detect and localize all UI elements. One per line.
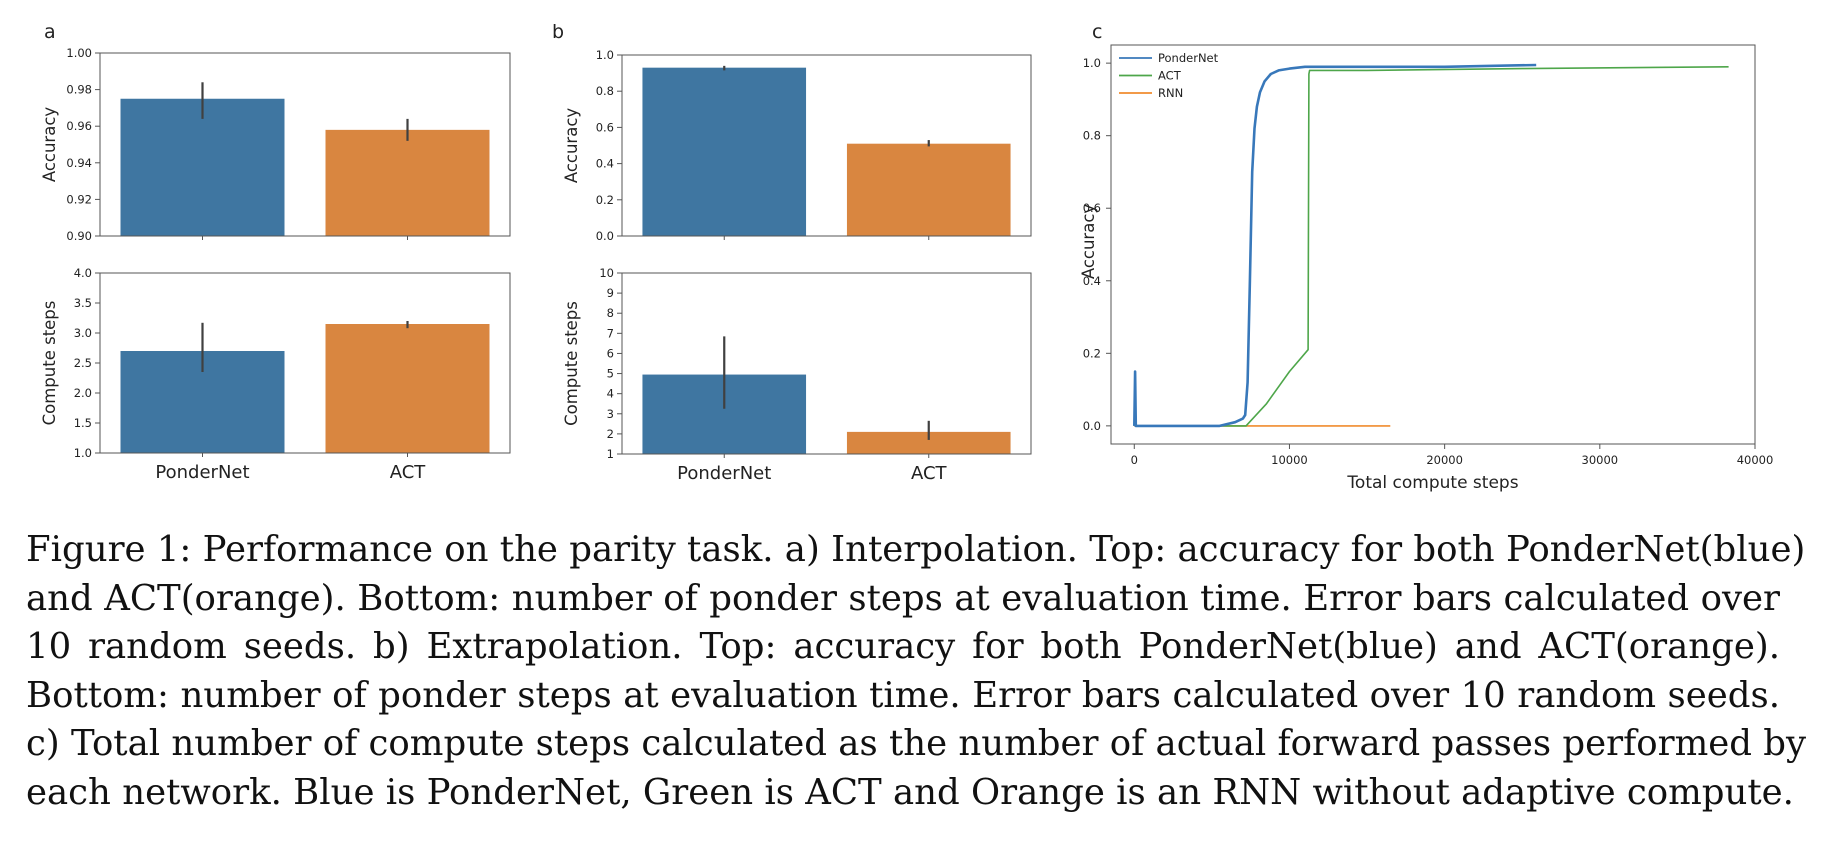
y-tick-label: 0.6	[596, 120, 614, 134]
bar-act	[846, 143, 1011, 236]
y-tick-label: 0.2	[1083, 346, 1101, 360]
x-tick-label: 30000	[1582, 453, 1619, 467]
series-line-pondernet	[1133, 63, 1537, 428]
caption-line: and ACT(orange). Bottom: number of ponde…	[26, 577, 1780, 619]
y-tick-label: 2.0	[74, 386, 92, 400]
x-tick-label: 0	[1131, 453, 1138, 467]
y-tick-label: 1.00	[66, 46, 92, 60]
y-tick-label: 4	[607, 387, 614, 401]
bar-act	[325, 129, 490, 236]
panel-label-a: a	[44, 21, 56, 43]
y-tick-label: 0.94	[66, 156, 92, 170]
panel-label-c: c	[1092, 21, 1102, 43]
x-axis-label: Total compute steps	[1346, 473, 1518, 493]
y-tick-label: 1.0	[1083, 56, 1101, 70]
caption-line: Bottom: number of ponder steps at evalua…	[26, 674, 1780, 716]
y-tick-label: 0.8	[596, 84, 614, 98]
y-tick-label: 7	[607, 326, 614, 340]
bar-pondernet	[642, 67, 807, 236]
x-tick-label: ACT	[911, 463, 948, 484]
x-tick-label: 20000	[1426, 453, 1463, 467]
y-tick-label: 1.5	[74, 416, 92, 430]
plot-frame	[621, 54, 1032, 237]
bar-pondernet	[120, 98, 285, 236]
y-axis-label: Accuracy	[562, 108, 581, 184]
y-tick-label: 1.0	[596, 48, 614, 62]
x-tick-label: 10000	[1271, 453, 1308, 467]
x-tick-label: ACT	[390, 462, 427, 483]
y-tick-label: 1	[607, 447, 614, 461]
bar-act	[325, 324, 490, 453]
y-tick-label: 1.0	[74, 446, 92, 460]
caption-line: each network. Blue is PonderNet, Green i…	[26, 771, 1794, 813]
y-tick-label: 0.0	[596, 229, 614, 243]
y-tick-label: 4.0	[74, 266, 92, 280]
y-tick-label: 6	[607, 346, 614, 360]
y-axis-label: Compute steps	[40, 301, 59, 426]
x-tick-label: PonderNet	[677, 463, 771, 484]
panel-b-top-accuracy-chart: 0.0 0.2 0.4 0.6 0.8 1.0 Accuracy	[562, 48, 1032, 243]
y-tick-label: 0.90	[66, 229, 92, 243]
plot-frame	[621, 272, 1032, 455]
y-axis-label: Compute steps	[562, 301, 581, 426]
y-tick-label: 3.5	[74, 296, 92, 310]
plot-frame	[99, 52, 511, 237]
y-tick-label: 9	[607, 286, 614, 300]
caption-line: Figure 1: Performance on the parity task…	[26, 529, 1806, 570]
y-tick-label: 0.4	[1083, 274, 1101, 288]
y-tick-label: 2.5	[74, 356, 92, 370]
y-tick-label: 2	[607, 427, 614, 441]
y-tick-label: 5	[607, 367, 614, 381]
legend-label-act: ACT	[1158, 69, 1182, 83]
y-tick-label: 0.96	[66, 119, 92, 133]
panel-label-b: b	[552, 21, 564, 43]
y-tick-label: 0.2	[596, 193, 614, 207]
plot-frame	[99, 272, 511, 454]
panel-a-top-accuracy-chart: 0.90 0.92 0.94 0.96 0.98 1.00 Accuracy	[40, 46, 511, 243]
y-tick-label: 0.8	[1083, 129, 1101, 143]
plot-frame	[1110, 44, 1756, 445]
y-tick-label: 0.4	[596, 157, 614, 171]
y-tick-label: 0.0	[1083, 419, 1101, 433]
legend-label-rnn: RNN	[1158, 86, 1183, 100]
caption-line: c) Total number of compute steps calcula…	[26, 723, 1807, 764]
caption-line: 10 random seeds. b) Extrapolation. Top: …	[26, 626, 1780, 667]
series-line-act	[1133, 66, 1729, 427]
panel-c-accuracy-vs-compute-chart: 0 10000 20000 30000 40000 0.0 0.2 0.4 0.6 0.8 1.0 P…	[1079, 44, 1774, 493]
x-tick-label: PonderNet	[155, 462, 249, 483]
figure-caption: Figure 1: Performance on the parity task…	[26, 526, 1807, 817]
legend-label-pondernet: PonderNet	[1158, 51, 1219, 65]
y-tick-label: 3	[607, 407, 614, 421]
y-tick-label: 10	[599, 266, 614, 280]
y-tick-label: 0.6	[1083, 201, 1101, 215]
bar-act	[846, 431, 1011, 454]
x-tick-label: 40000	[1737, 453, 1774, 467]
y-axis-label: Accuracy	[1079, 204, 1098, 280]
panel-b-bottom-compute-steps-chart: 1 2 3 4 5 6 7 8 9 10 PonderNet ACT Compute steps	[562, 266, 1032, 484]
y-tick-label: 0.98	[66, 83, 92, 97]
y-tick-label: 8	[607, 306, 614, 320]
y-tick-label: 3.0	[74, 326, 92, 340]
y-tick-label: 0.92	[66, 192, 92, 206]
y-axis-label: Accuracy	[40, 107, 59, 183]
panel-a-bottom-compute-steps-chart: 1.0 1.5 2.0 2.5 3.0 3.5 4.0 PonderNet ACT Compute…	[40, 266, 511, 483]
